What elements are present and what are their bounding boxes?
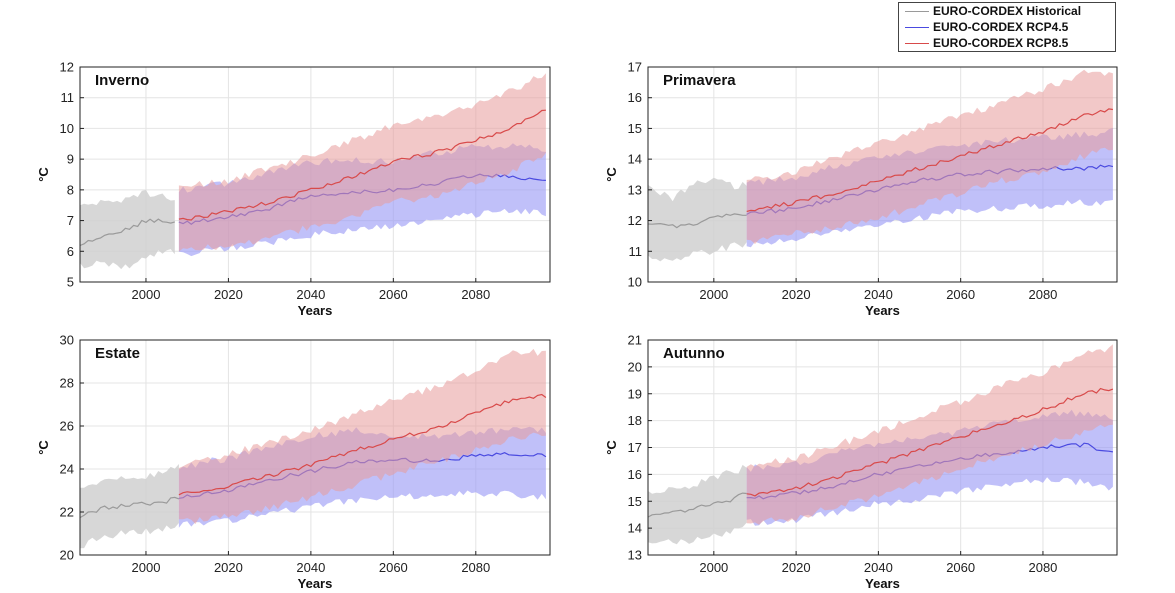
x-tick-label: 2060 xyxy=(946,560,975,575)
band-rcp85 xyxy=(746,69,1113,244)
y-tick-label: 17 xyxy=(628,440,642,455)
y-tick-label: 26 xyxy=(60,419,74,434)
x-tick-label: 2020 xyxy=(782,560,811,575)
legend-label-rcp85: EURO-CORDEX RCP8.5 xyxy=(933,36,1069,50)
y-tick-label: 20 xyxy=(60,548,74,563)
panel-autunno: 2000 2020 2040 2060 2080 13 14 15 16 17 18 19 20 21 Au… xyxy=(604,333,1118,591)
x-tick-label: 2000 xyxy=(132,560,161,575)
x-tick-label: 2080 xyxy=(461,560,490,575)
band-historical xyxy=(80,190,175,270)
y-tick-label: 8 xyxy=(67,182,74,197)
legend-swatch-historical xyxy=(905,11,929,12)
y-tick-label: 28 xyxy=(60,376,74,391)
y-tick-label: 12 xyxy=(628,213,642,228)
y-tick-label: 11 xyxy=(629,244,643,259)
band-rcp85 xyxy=(746,344,1113,525)
x-tick-label: 2000 xyxy=(699,560,728,575)
x-tick-label: 2080 xyxy=(461,287,490,302)
y-tick-label: 16 xyxy=(628,467,642,482)
panel-estate: 2000 2020 2040 2060 2080 20 22 24 26 28 30 Estate Ye… xyxy=(36,333,551,591)
x-tick-label: 2040 xyxy=(296,287,325,302)
y-tick-label: 10 xyxy=(628,275,642,290)
y-axis-label: °C xyxy=(36,167,51,182)
mean-line-rcp85 xyxy=(746,387,1114,497)
y-tick-label: 12 xyxy=(60,60,74,75)
y-tick-label: 24 xyxy=(60,462,74,477)
x-axis-label: Years xyxy=(865,303,900,318)
y-tick-label: 11 xyxy=(61,90,75,105)
y-tick-label: 20 xyxy=(628,359,642,374)
y-tick-label: 15 xyxy=(628,121,642,136)
y-tick-label: 14 xyxy=(628,152,642,167)
x-tick-label: 2040 xyxy=(296,560,325,575)
panel-title: Estate xyxy=(95,345,140,362)
axes-frame xyxy=(79,66,551,283)
x-tick-label: 2040 xyxy=(864,287,893,302)
mean-line-historical xyxy=(79,496,180,519)
x-tick-label: 2060 xyxy=(379,560,408,575)
x-tick-label: 2000 xyxy=(132,287,161,302)
x-tick-label: 2020 xyxy=(214,560,243,575)
mean-line-historical xyxy=(79,218,175,247)
legend-label-rcp45: EURO-CORDEX RCP4.5 xyxy=(933,20,1069,34)
x-tick-label: 2080 xyxy=(1028,287,1057,302)
panel-title: Inverno xyxy=(95,72,149,89)
y-tick-label: 13 xyxy=(628,548,642,563)
y-tick-label: 22 xyxy=(60,505,74,520)
x-tick-label: 2020 xyxy=(782,287,811,302)
y-tick-label: 9 xyxy=(67,152,74,167)
band-historical xyxy=(648,177,747,262)
x-tick-label: 2040 xyxy=(864,560,893,575)
panel-title: Primavera xyxy=(663,72,736,89)
legend-item-historical: EURO-CORDEX Historical xyxy=(899,3,1115,19)
y-tick-label: 16 xyxy=(628,90,642,105)
y-tick-label: 10 xyxy=(60,121,74,136)
y-tick-label: 14 xyxy=(628,521,642,536)
legend-item-rcp45: EURO-CORDEX RCP4.5 xyxy=(899,19,1115,35)
y-axis-label: °C xyxy=(604,167,619,182)
x-axis-label: Years xyxy=(865,576,900,591)
legend-item-rcp85: EURO-CORDEX RCP8.5 xyxy=(899,35,1115,51)
axes-frame xyxy=(647,66,1118,283)
mean-line-historical xyxy=(647,492,747,518)
y-axis-label: °C xyxy=(36,440,51,455)
panel-inverno: 2000 2020 2040 2060 2080 5 6 7 8 9 10 11 12 Inverno Ye… xyxy=(36,60,551,318)
y-axis-label: °C xyxy=(604,440,619,455)
x-tick-label: 2060 xyxy=(946,287,975,302)
x-tick-label: 2020 xyxy=(214,287,243,302)
x-tick-label: 2000 xyxy=(699,287,728,302)
y-tick-label: 13 xyxy=(628,182,642,197)
y-tick-label: 6 xyxy=(67,244,74,259)
y-tick-label: 15 xyxy=(628,494,642,509)
panel-title: Autunno xyxy=(663,345,725,362)
x-axis-label: Years xyxy=(298,576,333,591)
y-tick-label: 30 xyxy=(60,333,74,348)
legend-swatch-rcp45 xyxy=(905,27,929,28)
y-tick-label: 19 xyxy=(628,386,642,401)
panel-primavera: 2000 2020 2040 2060 2080 10 11 12 13 14 15 16 17 Prim… xyxy=(604,60,1118,318)
band-historical xyxy=(648,464,747,545)
mean-line-rcp85 xyxy=(178,393,547,496)
legend: EURO-CORDEX Historical EURO-CORDEX RCP4.… xyxy=(898,2,1116,52)
y-tick-label: 17 xyxy=(628,60,642,75)
mean-line-rcp85 xyxy=(178,109,546,221)
y-tick-label: 7 xyxy=(67,213,74,228)
x-axis-label: Years xyxy=(298,303,333,318)
x-tick-label: 2060 xyxy=(379,287,408,302)
y-tick-label: 21 xyxy=(628,333,642,348)
legend-swatch-rcp85 xyxy=(905,43,929,44)
x-tick-label: 2080 xyxy=(1028,560,1057,575)
legend-label-historical: EURO-CORDEX Historical xyxy=(933,4,1082,18)
mean-line-historical xyxy=(647,213,747,229)
y-tick-label: 5 xyxy=(67,275,74,290)
mean-line-rcp85 xyxy=(746,108,1113,212)
band-rcp85 xyxy=(178,73,546,252)
axes-frame xyxy=(79,339,551,556)
y-tick-label: 18 xyxy=(628,413,642,428)
band-rcp85 xyxy=(178,348,546,524)
